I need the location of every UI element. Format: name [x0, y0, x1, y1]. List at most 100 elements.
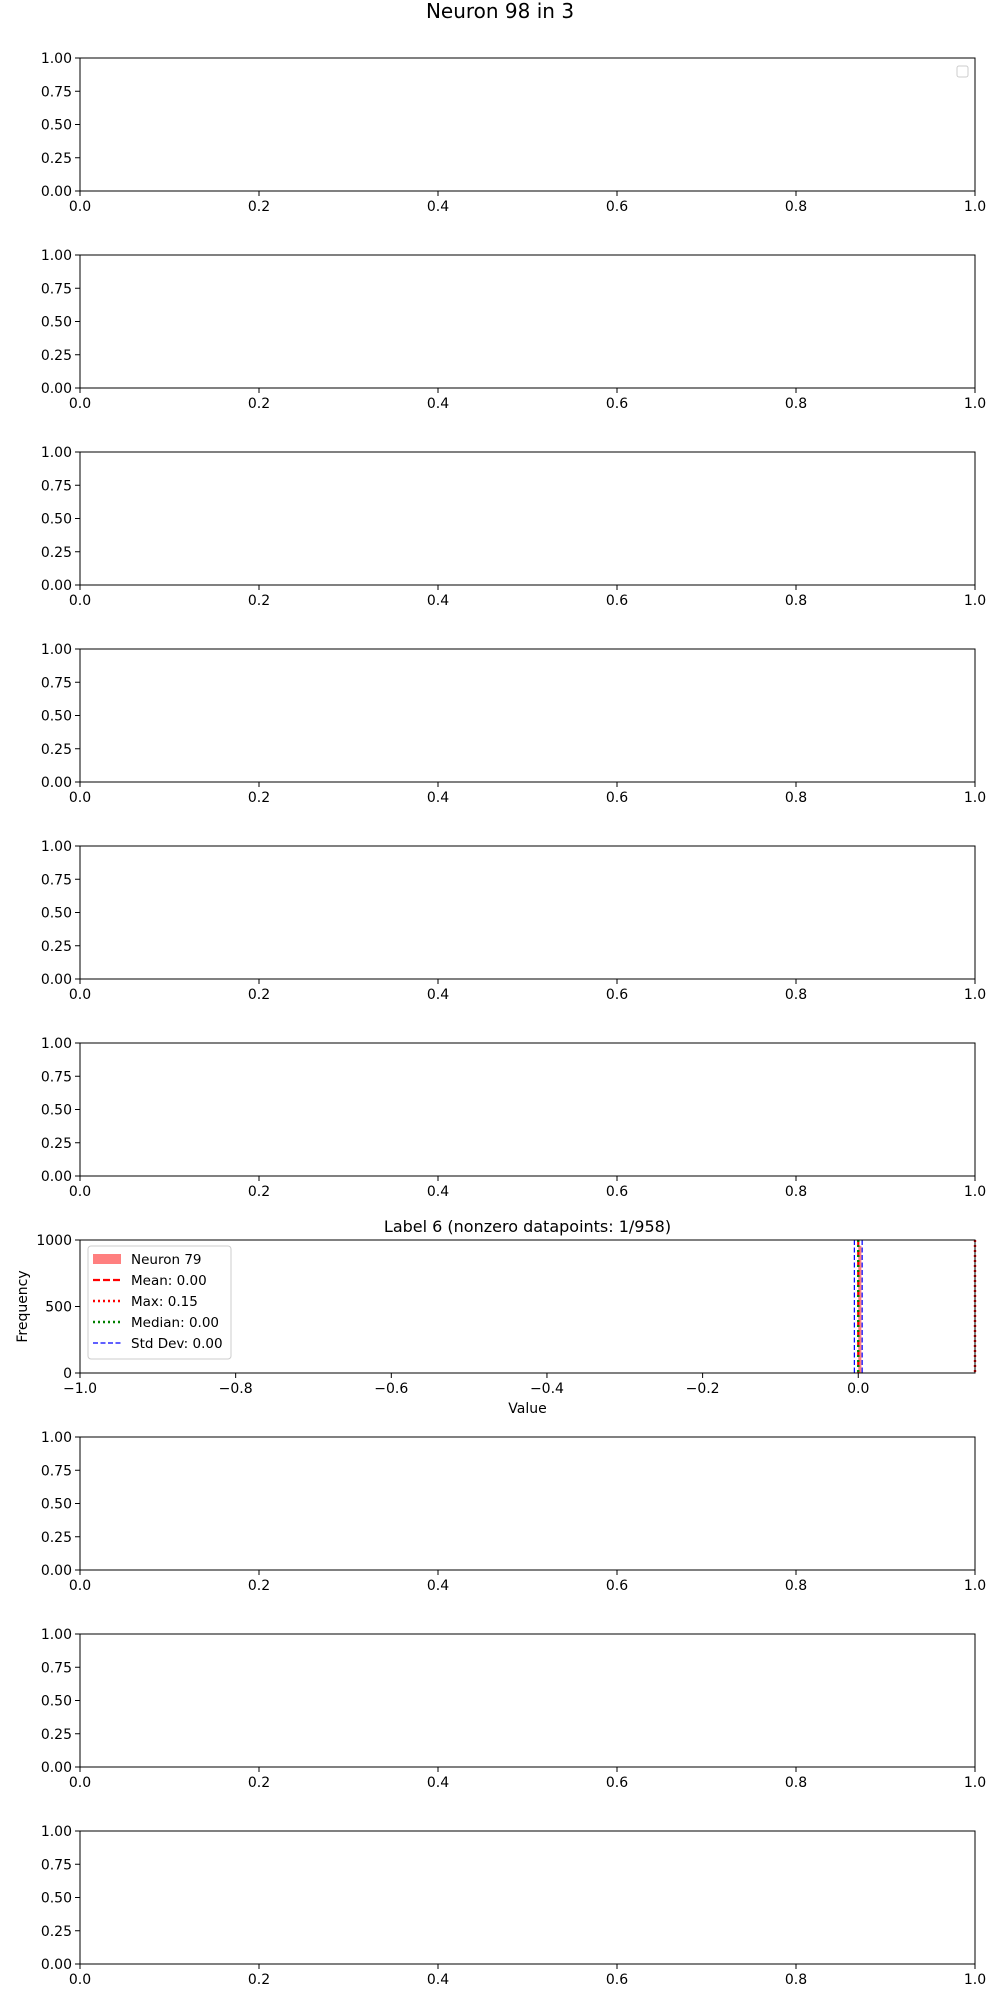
x-tick-label: 0.8: [785, 396, 807, 412]
y-tick-label: 0.25: [41, 545, 72, 561]
subplot-5: 0.0 0.2 0.4 0.6 0.8 1.0 0.00 0.25 0.50 0.75 1.00: [41, 839, 986, 1003]
x-tick-label: 1.0: [964, 790, 986, 806]
y-tick-label: 0.25: [41, 1530, 72, 1546]
x-tick-label: 0.2: [248, 1972, 270, 1988]
x-tick-label: 0.6: [606, 1775, 628, 1791]
y-tick-label: 1.00: [41, 642, 72, 658]
y-tick-label: 0.00: [41, 775, 72, 791]
x-tick-label: 0.2: [248, 1184, 270, 1200]
y-tick-label: 1000: [36, 1233, 72, 1249]
x-tick-label: −0.8: [219, 1381, 253, 1397]
subplot-6: 0.0 0.2 0.4 0.6 0.8 1.0 0.00 0.25 0.50 0.75 1.00: [41, 1036, 986, 1200]
y-tick-label: 0.50: [41, 1497, 72, 1513]
x-tick-label: 0.0: [69, 593, 91, 609]
legend: Neuron 79 Mean: 0.00 Max: 0.15 Median: 0.00…: [87, 1245, 232, 1360]
y-tick-label: 0.50: [41, 315, 72, 331]
y-tick-label: 0.50: [41, 1891, 72, 1907]
x-tick-label: 0.0: [69, 987, 91, 1003]
x-tick-label: 0.4: [427, 593, 449, 609]
subplot-8: 0.0 0.2 0.4 0.6 0.8 1.0 0.00 0.25 0.50 0.75 1.00: [41, 1430, 986, 1594]
y-tick-label: 0.25: [41, 1136, 72, 1152]
y-tick-label: 0.50: [41, 118, 72, 134]
y-tick-label: 0.50: [41, 512, 72, 528]
x-tick-label: 0.0: [69, 1775, 91, 1791]
x-tick-label: 0.4: [427, 396, 449, 412]
subplot-7: Label 6 (nonzero datapoints: 1/958) −1.0 −…: [15, 1217, 977, 1417]
y-tick-label: 1.00: [41, 1627, 72, 1643]
x-tick-label: −1.0: [63, 1381, 97, 1397]
x-tick-label: 0.0: [69, 1578, 91, 1594]
y-tick-label: 0.75: [41, 478, 72, 494]
legend-label: Mean: 0.00: [131, 1273, 207, 1289]
y-tick-label: 0.25: [41, 151, 72, 167]
y-tick-label: 0.00: [41, 1957, 72, 1973]
y-tick-label: 0.00: [41, 1169, 72, 1185]
x-tick-label: 0.6: [606, 396, 628, 412]
y-tick-label: 1.00: [41, 248, 72, 264]
x-tick-label: 0.8: [785, 1184, 807, 1200]
y-tick-label: 0.00: [41, 578, 72, 594]
x-tick-label: 0.4: [427, 987, 449, 1003]
x-tick-label: 0.6: [606, 790, 628, 806]
x-tick-label: 1.0: [964, 1972, 986, 1988]
x-tick-label: 1.0: [964, 1578, 986, 1594]
y-tick-label: 500: [45, 1300, 72, 1316]
y-tick-label: 0.75: [41, 1857, 72, 1873]
subplot-2: 0.0 0.2 0.4 0.6 0.8 1.0 0.00 0.25 0.50 0.75 1.00: [41, 248, 986, 412]
x-tick-label: 0.0: [69, 1184, 91, 1200]
y-tick-label: 0.75: [41, 84, 72, 100]
x-tick-label: 0.6: [606, 987, 628, 1003]
y-tick-label: 0.25: [41, 1727, 72, 1743]
y-tick-label: 1.00: [41, 1036, 72, 1052]
y-tick-label: 0.00: [41, 381, 72, 397]
y-tick-label: 0.25: [41, 742, 72, 758]
x-tick-label: 0.2: [248, 1578, 270, 1594]
x-tick-label: 0.0: [69, 1972, 91, 1988]
x-tick-label: 0.0: [69, 199, 91, 215]
legend-label: Std Dev: 0.00: [131, 1336, 223, 1352]
y-tick-label: 0.75: [41, 1463, 72, 1479]
y-tick-label: 0.75: [41, 675, 72, 691]
x-tick-label: 1.0: [964, 987, 986, 1003]
y-tick-label: 0.25: [41, 939, 72, 955]
x-tick-label: 1.0: [964, 1775, 986, 1791]
x-tick-label: 0.0: [69, 790, 91, 806]
y-tick-label: 1.00: [41, 839, 72, 855]
y-tick-label: 1.00: [41, 445, 72, 461]
y-tick-label: 0.50: [41, 709, 72, 725]
subplot-4: 0.0 0.2 0.4 0.6 0.8 1.0 0.00 0.25 0.50 0.75 1.00: [41, 642, 986, 806]
x-tick-label: 0.8: [785, 987, 807, 1003]
x-tick-label: 0.6: [606, 1578, 628, 1594]
x-tick-label: 0.0: [847, 1381, 869, 1397]
x-tick-label: 0.4: [427, 1184, 449, 1200]
y-tick-label: 0.00: [41, 1760, 72, 1776]
x-tick-label: 0.8: [785, 1578, 807, 1594]
x-tick-label: 0.2: [248, 199, 270, 215]
x-tick-label: 0.8: [785, 790, 807, 806]
subplot-3: 0.0 0.2 0.4 0.6 0.8 1.0 0.00 0.25 0.50 0.75 1.00: [41, 445, 986, 609]
x-axis-label: Value: [508, 1401, 546, 1417]
x-tick-label: 1.0: [964, 396, 986, 412]
subplot-title: Label 6 (nonzero datapoints: 1/958): [384, 1217, 671, 1236]
x-tick-label: −0.4: [530, 1381, 564, 1397]
y-tick-label: 1.00: [41, 1824, 72, 1840]
x-tick-label: 0.8: [785, 1972, 807, 1988]
subplot-10: 0.0 0.2 0.4 0.6 0.8 1.0 0.00 0.25 0.50 0.75 1.00: [41, 1824, 986, 1988]
x-tick-label: 0.4: [427, 1972, 449, 1988]
x-tick-label: 0.4: [427, 1775, 449, 1791]
x-tick-label: −0.6: [374, 1381, 408, 1397]
x-tick-label: 0.6: [606, 199, 628, 215]
legend-label: Median: 0.00: [131, 1315, 219, 1331]
x-tick-label: −0.2: [686, 1381, 720, 1397]
subplot-1: 0.0 0.2 0.4 0.6 0.8 1.0 0.00 0.25 0.50 0.75 1.00: [41, 51, 986, 215]
x-tick-label: 0.2: [248, 593, 270, 609]
legend-label: Max: 0.15: [131, 1294, 198, 1310]
x-tick-label: 0.4: [427, 199, 449, 215]
x-tick-label: 0.4: [427, 1578, 449, 1594]
y-tick-label: 0.75: [41, 1660, 72, 1676]
y-tick-label: 0.75: [41, 1069, 72, 1085]
x-tick-label: 1.0: [964, 593, 986, 609]
subplot-grid: 0.0 0.2 0.4 0.6 0.8 1.0 0.00 0.25 0.50 0.75 1.00 0.…: [15, 51, 986, 1988]
x-tick-label: 0.2: [248, 987, 270, 1003]
